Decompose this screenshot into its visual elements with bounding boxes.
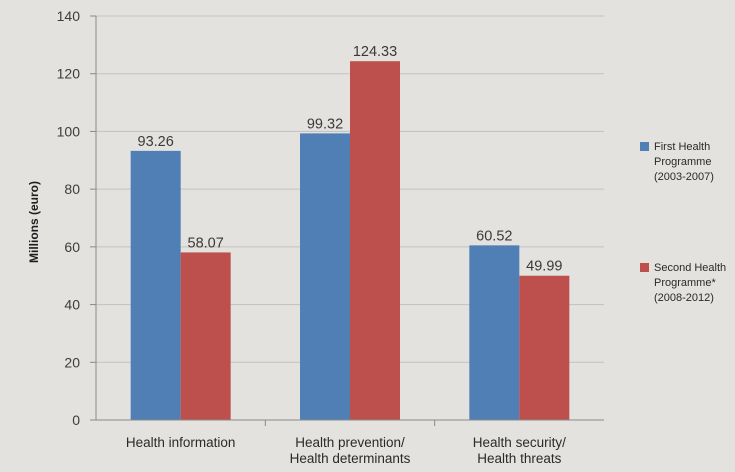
y-tick-label: 0 bbox=[72, 412, 80, 428]
y-tick-label: 80 bbox=[64, 181, 80, 197]
bar bbox=[180, 252, 231, 420]
axes bbox=[90, 15, 604, 426]
legend-label: Programme* bbox=[654, 277, 716, 289]
legend-swatch bbox=[640, 263, 649, 272]
x-tick-label: Health security/ bbox=[473, 435, 566, 450]
y-tick-label: 140 bbox=[57, 8, 81, 24]
legend-label: First Health bbox=[654, 141, 710, 153]
bar bbox=[130, 150, 181, 420]
legend-label: (2008-2012) bbox=[654, 292, 714, 304]
data-label: 60.52 bbox=[476, 228, 512, 244]
legend: First Health Programme (2003-2007) Second H… bbox=[640, 141, 726, 304]
legend-swatch bbox=[640, 142, 649, 151]
legend-label: Second Health bbox=[654, 262, 726, 274]
x-tick-label: Health determinants bbox=[290, 451, 411, 466]
y-tick-label: 40 bbox=[64, 297, 80, 313]
legend-label: Programme bbox=[654, 156, 711, 168]
data-label: 93.26 bbox=[138, 134, 174, 150]
y-tick-label: 100 bbox=[57, 123, 81, 139]
bar bbox=[350, 61, 400, 420]
bar bbox=[519, 275, 570, 420]
x-tick-label: Health threats bbox=[477, 451, 561, 466]
data-label: 49.99 bbox=[526, 259, 562, 275]
bar bbox=[469, 245, 520, 420]
legend-label: (2003-2007) bbox=[654, 171, 714, 183]
x-tick-label: Health information bbox=[126, 435, 236, 450]
bars bbox=[130, 61, 570, 420]
y-tick-label: 120 bbox=[57, 66, 81, 82]
x-tick-label: Health prevention/ bbox=[295, 435, 405, 450]
y-tick-label: 20 bbox=[64, 354, 80, 370]
y-tick-label: 60 bbox=[64, 239, 80, 255]
labels: 0 20 40 60 80 100 120 140 93.26 58.07 Health infor… bbox=[27, 8, 566, 466]
data-label: 99.32 bbox=[307, 116, 343, 132]
data-label: 124.33 bbox=[353, 44, 397, 60]
y-axis-title: Millions (euro) bbox=[27, 181, 41, 263]
data-label: 58.07 bbox=[188, 235, 224, 251]
bar bbox=[300, 133, 350, 420]
